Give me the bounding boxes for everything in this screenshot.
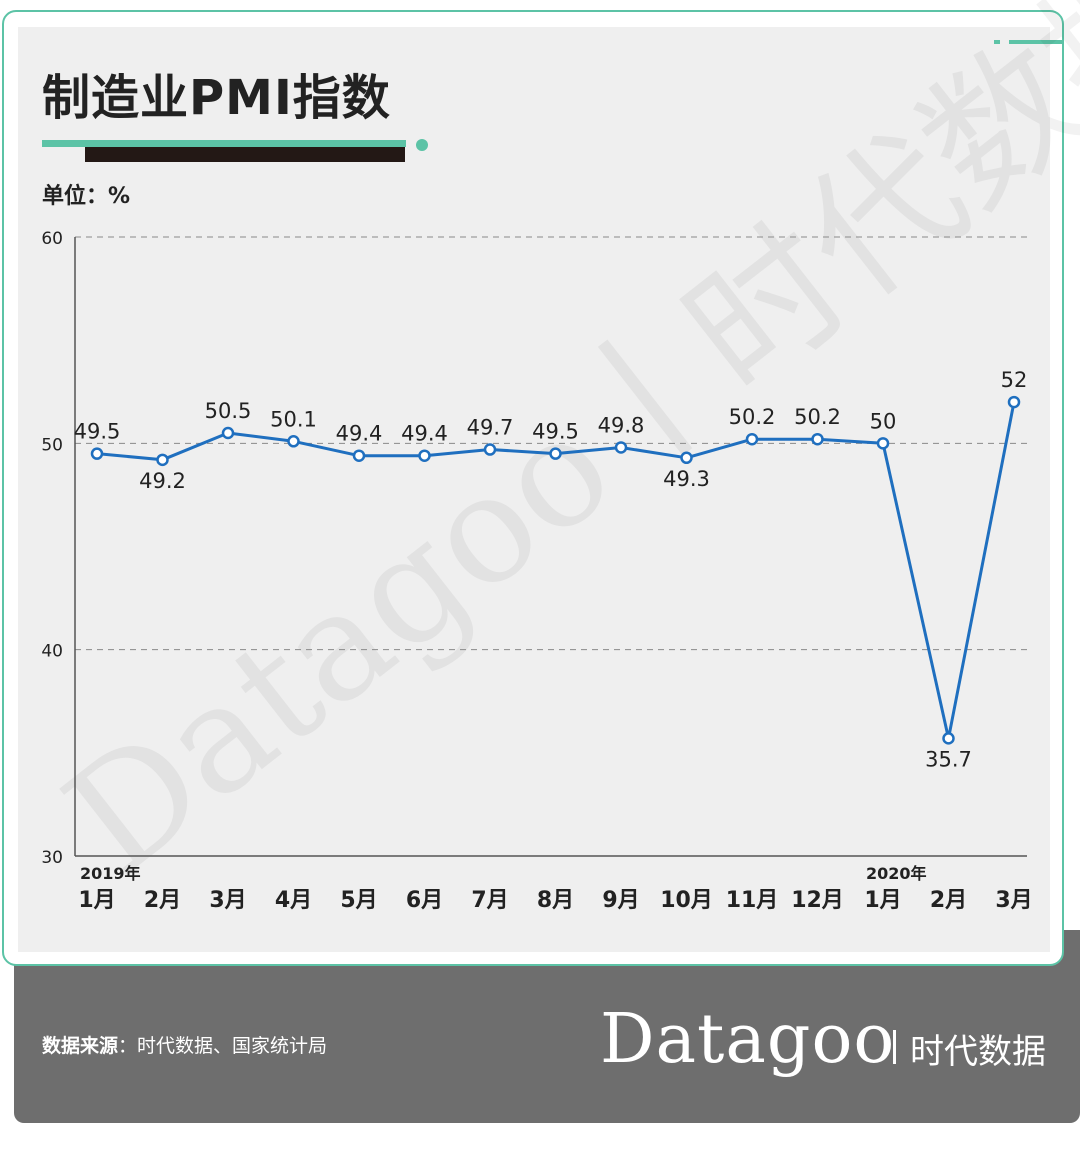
x-tick-label: 3月 xyxy=(209,888,246,913)
data-label: 49.4 xyxy=(401,422,448,446)
data-series xyxy=(90,395,1021,745)
data-point xyxy=(942,732,955,745)
data-point xyxy=(811,432,824,446)
data-label: 50.2 xyxy=(729,405,776,429)
x-tick-label: 9月 xyxy=(602,888,639,913)
brand-separator xyxy=(893,1030,896,1064)
corner-accent-line xyxy=(1009,40,1064,44)
corner-accent-dot xyxy=(994,40,1000,44)
data-point xyxy=(680,451,693,465)
data-label: 50 xyxy=(870,409,897,433)
unit-label: 单位：% xyxy=(42,184,131,209)
data-point xyxy=(483,443,497,456)
title-underline-accent xyxy=(42,140,406,147)
data-label: 49.4 xyxy=(336,422,383,446)
data-point xyxy=(614,441,628,454)
data-label: 49.2 xyxy=(139,469,186,493)
y-tick-label: 40 xyxy=(41,642,63,662)
data-point xyxy=(287,435,300,448)
data-point xyxy=(418,449,431,462)
x-tick-label: 12月 xyxy=(791,888,844,913)
x-tick-label: 8月 xyxy=(537,888,574,913)
x-tick-label: 4月 xyxy=(275,888,312,913)
y-tick-label: 60 xyxy=(41,229,63,249)
x-year-label: 2020年 xyxy=(866,864,927,883)
data-label: 49.7 xyxy=(467,416,514,440)
source-note: 数据来源：时代数据、国家统计局 xyxy=(42,1031,327,1058)
y-tick-label: 30 xyxy=(41,848,63,868)
data-point xyxy=(156,453,169,467)
x-tick-label: 2月 xyxy=(144,888,181,913)
x-tick-label: 10月 xyxy=(660,888,713,913)
data-label: 49.8 xyxy=(598,413,645,437)
data-label: 49.5 xyxy=(532,420,579,444)
brand-chinese-name: 时代数据 xyxy=(910,1032,1046,1072)
data-point xyxy=(745,432,759,446)
x-tick-label: 11月 xyxy=(726,888,779,913)
data-point xyxy=(876,437,890,450)
x-tick-label: 1月 xyxy=(78,888,115,913)
data-point xyxy=(90,447,104,460)
brand-logo-text: Datagoo xyxy=(600,1000,896,1079)
y-tick-label: 50 xyxy=(41,435,63,455)
data-label: 50.1 xyxy=(270,407,317,431)
data-point xyxy=(352,449,366,462)
data-label: 49.3 xyxy=(663,467,710,491)
x-tick-label: 6月 xyxy=(406,888,443,913)
data-label: 52 xyxy=(1001,368,1028,392)
source-label: 数据来源 xyxy=(42,1035,119,1057)
x-tick-label: 1月 xyxy=(864,888,901,913)
chart-title: 制造业PMI指数 xyxy=(42,70,391,126)
data-point xyxy=(549,447,562,460)
chart-panel xyxy=(18,27,1050,952)
data-labels: 49.5 49.2 50.5 50.1 49.4 49.4 49.7 49.5 49.8 49.3… xyxy=(74,368,1028,771)
x-tick-label: 5月 xyxy=(340,888,377,913)
title-underline-dot xyxy=(416,139,428,151)
data-label: 49.5 xyxy=(74,420,121,444)
source-text: ：时代数据、国家统计局 xyxy=(118,1035,328,1057)
x-year-label: 2019年 xyxy=(80,864,141,883)
data-label: 35.7 xyxy=(925,747,972,771)
data-label: 50.2 xyxy=(794,405,841,429)
axes: 30 40 50 60 1月 2月 3月 4月 5月 6月 7月 8月 9月 10月 11月 12月 1月 2月 3… xyxy=(41,229,1032,913)
data-label: 50.5 xyxy=(205,399,252,423)
title-underline-dark xyxy=(85,147,405,162)
data-point xyxy=(221,426,235,440)
x-tick-label: 2月 xyxy=(930,888,967,913)
data-point xyxy=(1007,395,1021,409)
x-tick-label: 3月 xyxy=(995,888,1032,913)
x-tick-label: 7月 xyxy=(471,888,508,913)
